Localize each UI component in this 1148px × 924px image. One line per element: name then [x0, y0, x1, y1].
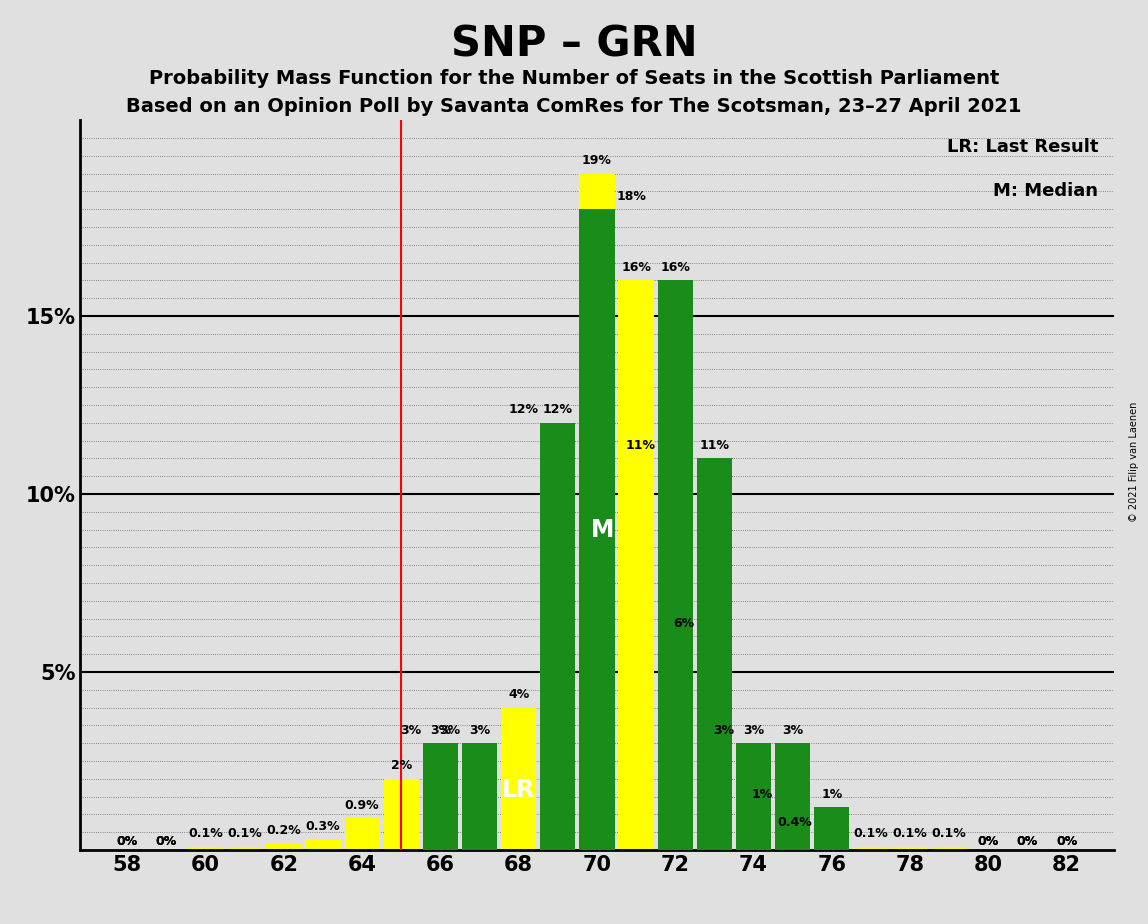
Text: 12%: 12%	[509, 404, 538, 417]
Text: 3%: 3%	[470, 723, 490, 736]
Text: 11%: 11%	[699, 439, 729, 452]
Bar	[892, 846, 928, 850]
Bar	[422, 743, 458, 850]
Text: 0.3%: 0.3%	[305, 820, 340, 833]
Bar	[697, 458, 732, 850]
Bar	[344, 818, 380, 850]
Text: M: M	[591, 517, 614, 541]
Text: LR: LR	[502, 778, 535, 802]
Text: 1%: 1%	[752, 788, 773, 801]
Text: 0%: 0%	[117, 835, 138, 848]
Text: 0%: 0%	[1056, 835, 1077, 848]
Bar	[461, 743, 497, 850]
Text: 12%: 12%	[543, 404, 573, 417]
Bar	[580, 174, 614, 850]
Text: 0%: 0%	[117, 835, 138, 848]
Text: 0.1%: 0.1%	[854, 827, 889, 840]
Bar	[619, 280, 653, 850]
Text: 3%: 3%	[439, 723, 460, 736]
Text: 0%: 0%	[978, 835, 999, 848]
Text: 0%: 0%	[978, 835, 999, 848]
Bar	[775, 808, 810, 850]
Text: 0.4%: 0.4%	[777, 817, 813, 830]
Text: 2%: 2%	[390, 760, 412, 772]
Bar	[853, 846, 889, 850]
Bar	[775, 743, 810, 850]
Text: 0.9%: 0.9%	[344, 798, 380, 811]
Bar	[383, 779, 419, 850]
Text: Probability Mass Function for the Number of Seats in the Scottish Parliament: Probability Mass Function for the Number…	[149, 69, 999, 89]
Text: 16%: 16%	[621, 261, 651, 274]
Text: 1%: 1%	[821, 788, 843, 801]
Bar	[736, 743, 771, 850]
Text: 3%: 3%	[743, 723, 765, 736]
Text: 6%: 6%	[674, 617, 695, 630]
Text: 0%: 0%	[1056, 835, 1077, 848]
Text: 0%: 0%	[1017, 835, 1038, 848]
Text: 0%: 0%	[156, 835, 177, 848]
Bar	[931, 846, 967, 850]
Text: M: Median: M: Median	[993, 182, 1097, 201]
Text: 3%: 3%	[782, 723, 804, 736]
Text: 19%: 19%	[582, 154, 612, 167]
Text: © 2021 Filip van Laenen: © 2021 Filip van Laenen	[1128, 402, 1139, 522]
Text: 3%: 3%	[713, 723, 734, 736]
Text: SNP – GRN: SNP – GRN	[451, 23, 697, 65]
Bar	[658, 280, 693, 850]
Text: 18%: 18%	[616, 189, 646, 202]
Text: 0%: 0%	[1017, 835, 1038, 848]
Bar	[697, 637, 732, 850]
Text: 4%: 4%	[509, 688, 529, 701]
Bar	[814, 836, 850, 850]
Text: 16%: 16%	[660, 261, 690, 274]
Bar	[305, 839, 341, 850]
Bar	[580, 209, 614, 850]
Bar	[266, 843, 302, 850]
Text: 0.1%: 0.1%	[188, 827, 223, 840]
Text: LR: Last Result: LR: Last Result	[947, 139, 1097, 156]
Bar	[658, 458, 693, 850]
Bar	[501, 708, 536, 850]
Bar	[541, 423, 575, 850]
Bar	[541, 423, 575, 850]
Bar	[814, 808, 850, 850]
Text: 0.1%: 0.1%	[227, 827, 262, 840]
Bar	[188, 846, 223, 850]
Text: 0.1%: 0.1%	[893, 827, 928, 840]
Bar	[227, 846, 263, 850]
Text: Based on an Opinion Poll by Savanta ComRes for The Scotsman, 23–27 April 2021: Based on an Opinion Poll by Savanta ComR…	[126, 97, 1022, 116]
Bar	[422, 743, 458, 850]
Text: 11%: 11%	[626, 439, 656, 452]
Text: 3%: 3%	[429, 723, 451, 736]
Text: 0.2%: 0.2%	[266, 823, 301, 836]
Bar	[461, 743, 497, 850]
Bar	[736, 743, 771, 850]
Text: 0%: 0%	[156, 835, 177, 848]
Text: 3%: 3%	[400, 723, 421, 736]
Text: 0.1%: 0.1%	[932, 827, 967, 840]
